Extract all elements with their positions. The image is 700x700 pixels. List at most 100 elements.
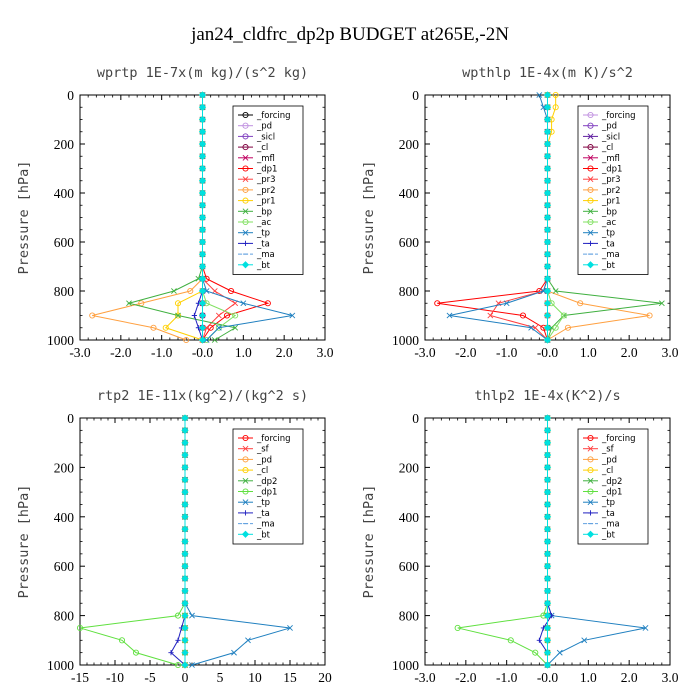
data-point-tp (503, 300, 510, 307)
data-point-ac (560, 312, 567, 319)
data-point-bt (198, 287, 207, 295)
data-point-bt (181, 661, 189, 669)
data-point-bt (543, 550, 552, 558)
data-point-bt (543, 636, 552, 644)
legend-label-pr2: _pr2 (256, 186, 276, 196)
data-point-dp1 (174, 612, 182, 619)
series-line-bp (127, 95, 237, 341)
data-point-bt (198, 177, 207, 185)
legend-label-pr2: _pr2 (601, 186, 621, 196)
legend-marker-pr2 (587, 186, 594, 193)
data-point-pr2 (577, 300, 584, 307)
legend-marker-bp (587, 208, 594, 215)
y-tick-label: 1000 (47, 658, 74, 673)
data-point-ta (168, 650, 174, 656)
data-point-bt (543, 250, 552, 258)
legend-marker-dp2 (587, 477, 594, 484)
y-tick-label: 0 (67, 411, 74, 426)
data-point-bt (181, 550, 189, 558)
legend-label-sf: _sf (256, 445, 270, 455)
x-tick-label: -1.0 (496, 345, 518, 360)
data-point-bt (198, 128, 207, 136)
data-point-bt (543, 537, 552, 546)
data-point-dp1 (454, 624, 461, 632)
data-point-bt (543, 189, 552, 197)
legend-marker-ta (587, 510, 594, 516)
x-tick-label: -0.0 (537, 670, 559, 685)
legend-label-bt: _bt (256, 530, 271, 540)
legend-label-dp1: _dp1 (256, 165, 277, 175)
data-point-bt (543, 587, 552, 595)
y-tick-label: 200 (399, 137, 420, 152)
data-point-bt (543, 451, 552, 459)
data-point-tp (189, 612, 195, 619)
x-tick-label: 3.0 (317, 345, 334, 360)
legend-marker-cl (242, 144, 249, 151)
legend-marker-cl (242, 467, 249, 474)
data-point-bt (543, 152, 552, 160)
legend-label-dp2: _dp2 (256, 477, 277, 487)
series-bt (543, 91, 552, 344)
data-point-tp (540, 104, 547, 111)
data-point-bt (543, 500, 552, 509)
legend-marker-dp2 (242, 477, 249, 484)
legend: _forcing_pd_sicl_cl_mfl_dp1_pr3_pr2_pr1_… (577, 105, 649, 275)
legend-marker-ac (242, 218, 249, 226)
data-point-pr2 (89, 312, 96, 319)
legend-marker-pd (242, 122, 249, 129)
chart-panel-4: thlp2 1E-4x(K^2)/s Pressure [hPa] -3.0 -2.0… (361, 388, 679, 685)
legend: _forcing_sf_pd_cl_dp2_dp1_tp_ta_ma_bt (577, 428, 649, 545)
data-point-bt (543, 238, 552, 246)
y-axis-label: Pressure [hPa] (361, 161, 377, 275)
legend-label-sf: _sf (601, 445, 615, 455)
data-point-bt (181, 476, 189, 484)
legend-label-pr3: _pr3 (601, 175, 621, 185)
panel-title: thlp2 1E-4x(K^2)/s (474, 388, 620, 404)
data-point-pr2 (150, 324, 157, 331)
data-point-bt (543, 262, 552, 271)
panel-title: wpthlp 1E-4x(m K)/s^2 (462, 65, 633, 81)
legend-marker-dp1 (587, 165, 594, 172)
y-axis-label: Pressure [hPa] (16, 161, 32, 275)
series-line-ac (202, 95, 237, 341)
plot-area (76, 414, 293, 669)
legend-marker-pr2 (242, 186, 249, 193)
data-point-bp (658, 300, 665, 307)
y-tick-label: 200 (54, 137, 75, 152)
legend-label-bp: _bp (601, 207, 617, 217)
figure-title: jan24_cldfrc_dp2p BUDGET at265E,-2N (190, 24, 509, 45)
data-point-ac (552, 324, 559, 331)
data-point-bt (181, 451, 189, 459)
legend-marker-bt (241, 261, 250, 269)
legend-label-ta: _ta (256, 239, 270, 249)
data-point-bt (543, 574, 552, 583)
series-line-pr2 (92, 95, 203, 341)
series-dp1 (76, 414, 189, 669)
legend-marker-forcing (587, 434, 594, 442)
series-dp1 (454, 414, 551, 669)
x-tick-label: 10 (248, 670, 262, 685)
data-point-pr1 (162, 324, 169, 331)
series-line-dp1 (457, 418, 548, 666)
legend-marker-forcing (587, 111, 594, 119)
data-point-bt (198, 238, 207, 246)
data-point-bt (181, 439, 189, 447)
data-point-bt (181, 537, 189, 546)
data-point-dp1 (223, 312, 231, 319)
data-point-bt (181, 574, 189, 583)
data-point-bt (543, 287, 552, 295)
data-point-tp (245, 637, 251, 644)
y-tick-label: 0 (412, 88, 419, 103)
data-point-tp (203, 288, 210, 294)
x-tick-label: -2.0 (110, 345, 132, 360)
legend-marker-bt (586, 261, 595, 269)
data-point-dp1 (76, 624, 84, 632)
legend-label-sicl: _sicl (601, 132, 620, 142)
legend-label-ta: _ta (256, 509, 270, 519)
data-point-bt (543, 513, 552, 521)
data-point-pr1 (174, 312, 182, 319)
legend-label-tp: _tp (256, 229, 270, 239)
data-point-pr2 (187, 287, 194, 295)
legend-label-dp1: _dp1 (256, 488, 277, 498)
chart-panel-1: wprtp 1E-7x(m kg)/(s^2 kg) Pressure [hPa]… (16, 65, 334, 360)
